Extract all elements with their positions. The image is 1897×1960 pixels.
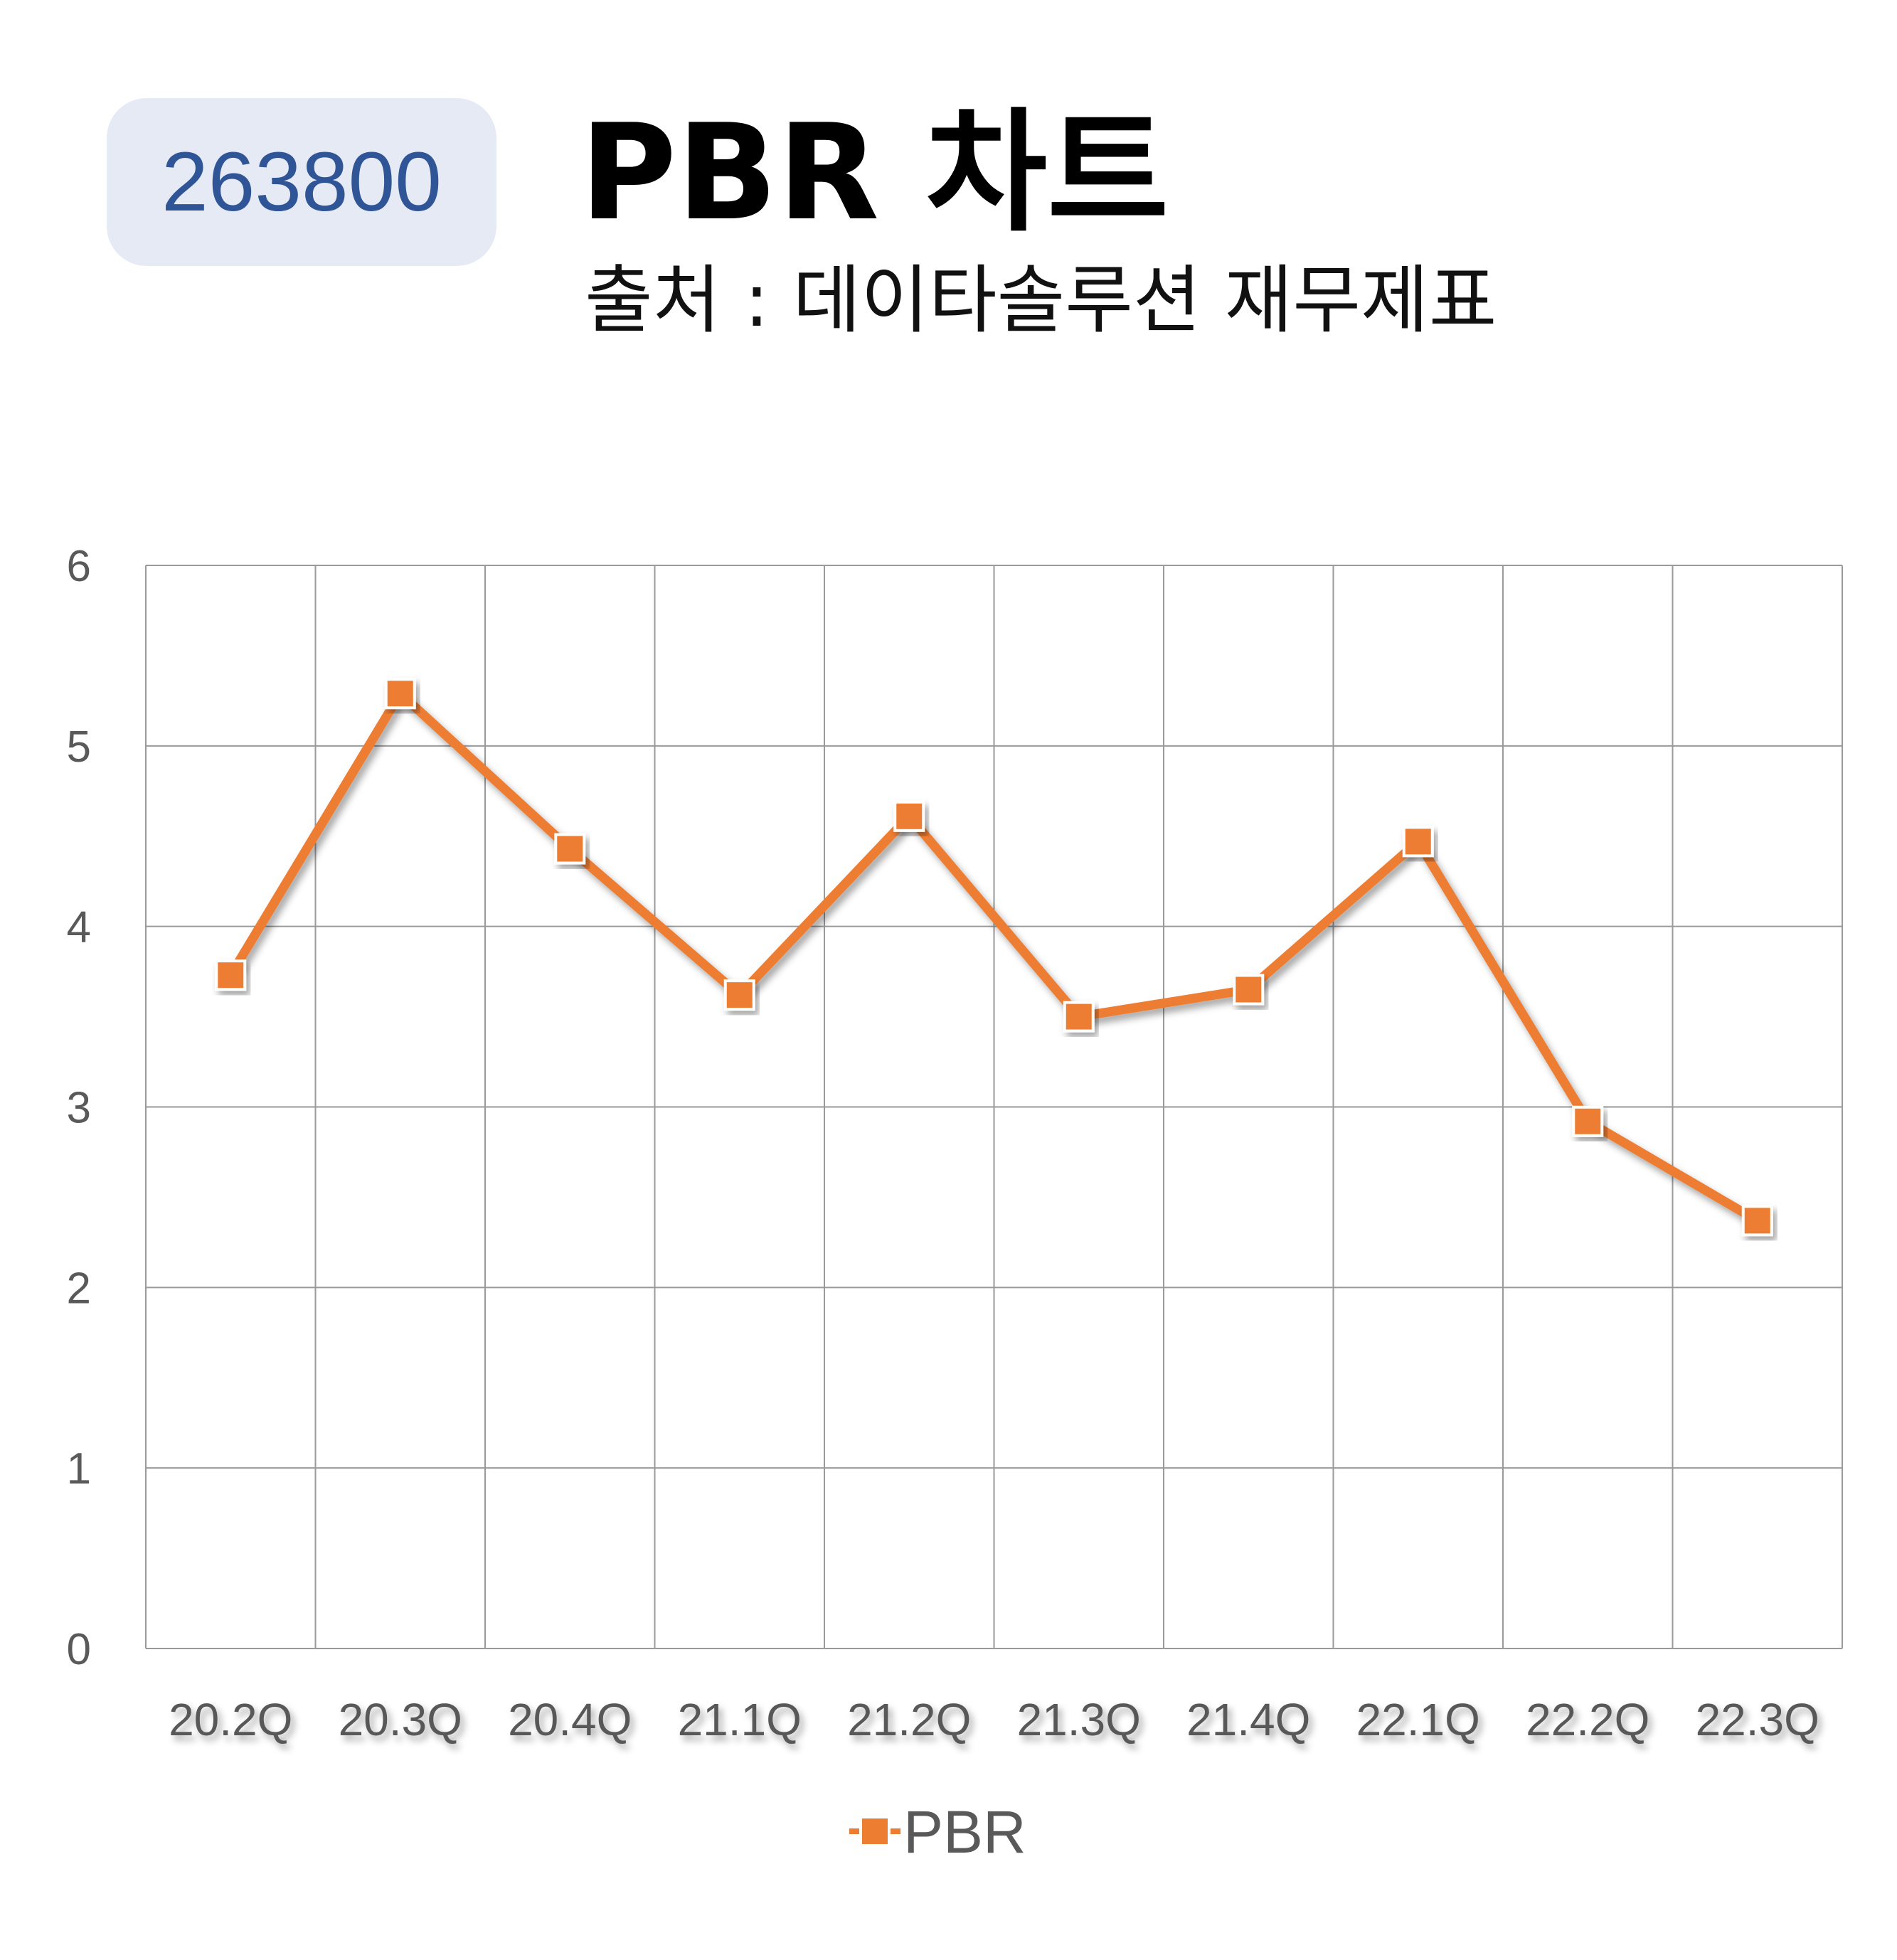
x-tick-label: 22.1Q <box>1356 1694 1480 1745</box>
legend-label: PBR <box>903 1799 1026 1865</box>
grid-lines <box>145 565 1843 1649</box>
x-tick-label: 21.1Q <box>678 1694 802 1745</box>
y-tick-label: 0 <box>67 1625 91 1674</box>
x-tick-label: 20.3Q <box>339 1694 462 1745</box>
data-point <box>554 833 586 865</box>
legend-marker <box>859 1816 891 1847</box>
data-point <box>384 678 416 710</box>
data-point <box>1572 1105 1604 1137</box>
y-tick-label: 2 <box>67 1264 91 1313</box>
chart-title: PBR 차트 <box>580 95 1169 250</box>
stock-code-badge: 263800 <box>107 98 496 266</box>
x-tick-label: 21.4Q <box>1186 1694 1310 1745</box>
y-tick-label: 3 <box>67 1084 91 1133</box>
y-tick-label: 1 <box>67 1444 91 1493</box>
data-point <box>723 979 755 1011</box>
y-axis-ticks: 0 1 2 3 4 5 6 <box>67 542 91 1674</box>
x-axis-ticks: 20.2Q 20.3Q 20.4Q 21.1Q 21.2Q 21.3Q 21.4Q 22.1Q… <box>169 1694 1819 1745</box>
x-tick-label: 20.4Q <box>508 1694 632 1745</box>
x-tick-label: 20.2Q <box>169 1694 292 1745</box>
x-tick-label: 22.3Q <box>1696 1694 1819 1745</box>
chart-source: 출처 : 데이타솔루션 재무제표 <box>585 257 1497 343</box>
x-tick-label: 21.3Q <box>1017 1694 1141 1745</box>
y-tick-label: 6 <box>67 542 91 591</box>
stock-code: 263800 <box>161 135 442 229</box>
legend: PBR <box>849 1799 1026 1865</box>
y-tick-label: 4 <box>67 903 91 952</box>
data-point <box>1233 974 1265 1006</box>
data-point <box>215 959 247 991</box>
data-point <box>1402 826 1434 858</box>
data-point <box>1741 1205 1773 1237</box>
x-tick-label: 22.2Q <box>1526 1694 1649 1745</box>
series-line <box>226 688 1760 1225</box>
x-tick-label: 21.2Q <box>847 1694 971 1745</box>
y-tick-label: 5 <box>67 723 91 772</box>
data-point <box>1063 1001 1095 1033</box>
data-point <box>893 800 925 832</box>
series-pbr <box>215 678 1773 1237</box>
